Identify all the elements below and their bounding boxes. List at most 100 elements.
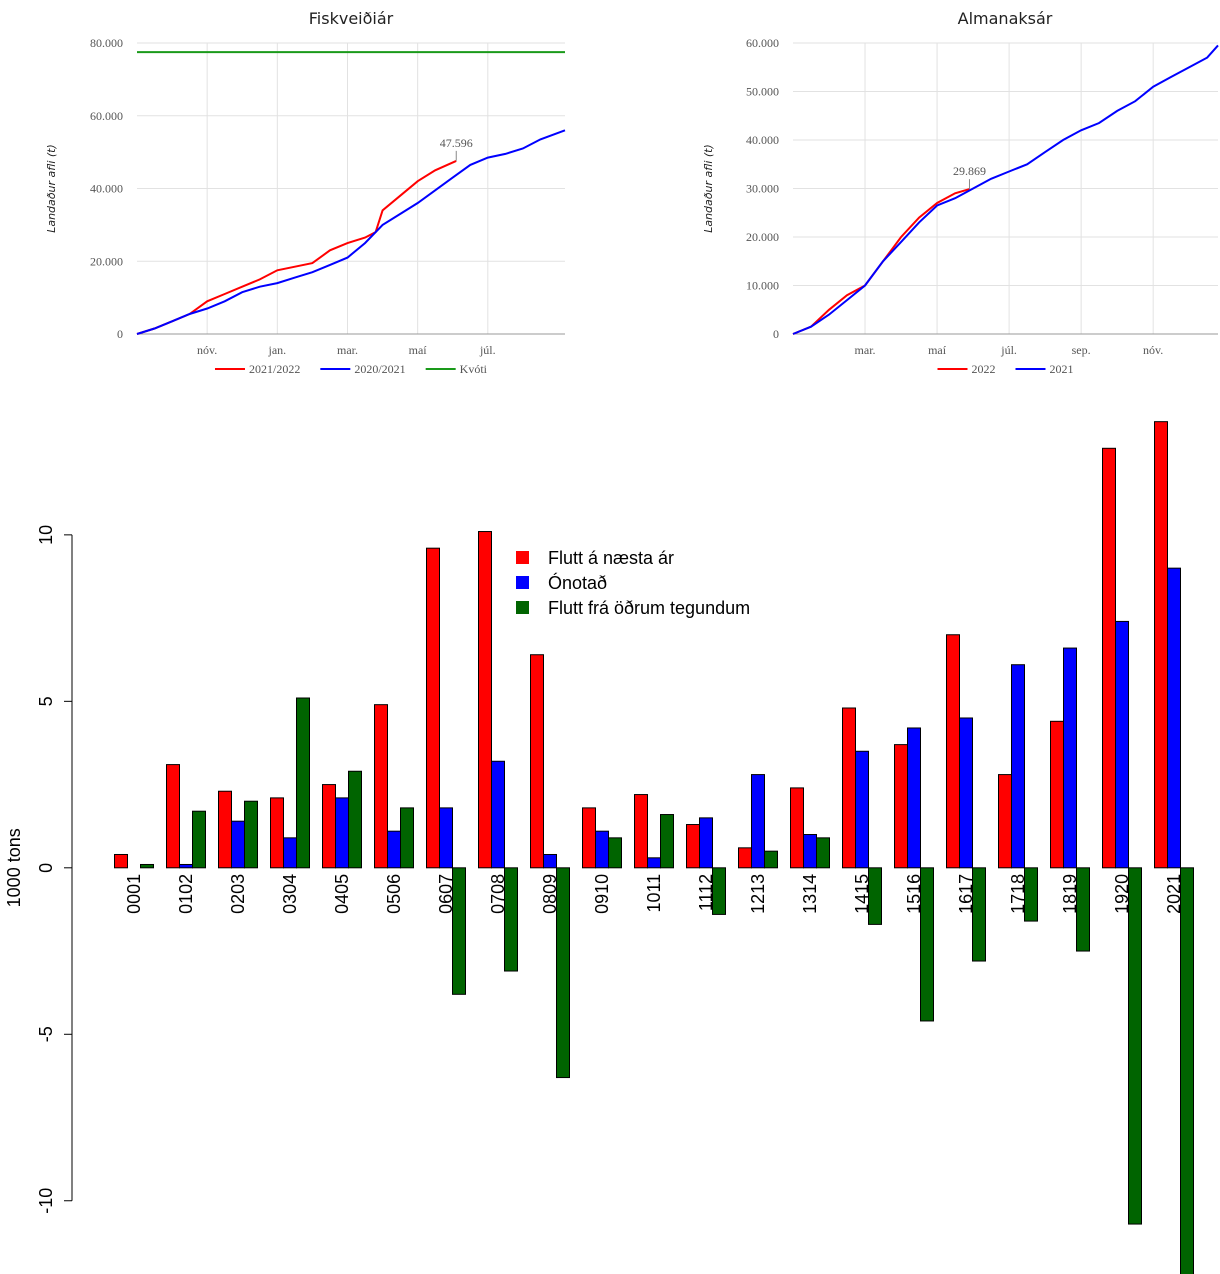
x-tick-label: 2021 xyxy=(1164,874,1184,914)
chart-title: Almanaksár xyxy=(958,9,1053,28)
bar xyxy=(712,867,726,915)
bar xyxy=(855,750,869,869)
bar xyxy=(296,697,310,869)
bar xyxy=(348,770,362,869)
x-tick-label: 0001 xyxy=(124,874,144,914)
bar xyxy=(816,837,830,869)
bar xyxy=(647,857,661,869)
line xyxy=(136,159,457,335)
x-tick-label: 1112 xyxy=(696,874,716,911)
bar xyxy=(1024,867,1038,922)
bar xyxy=(1154,421,1168,869)
bar xyxy=(738,847,752,869)
legend-label: Kvóti xyxy=(460,362,488,376)
x-tick-label: 0102 xyxy=(176,874,196,914)
bar xyxy=(842,707,856,869)
x-tick-label: mar. xyxy=(337,343,358,357)
bar xyxy=(530,654,544,869)
x-tick-label: 0203 xyxy=(228,874,248,914)
bar xyxy=(218,790,232,869)
legend-swatch xyxy=(516,576,529,589)
line xyxy=(792,188,970,335)
y-tick-label: -10 xyxy=(36,1188,56,1214)
bar xyxy=(374,704,388,869)
bar xyxy=(1076,867,1090,952)
bar xyxy=(751,774,765,869)
bar xyxy=(894,744,908,869)
bar xyxy=(400,807,414,869)
x-tick-label: mar. xyxy=(855,343,876,357)
bar xyxy=(1115,620,1129,869)
bar xyxy=(686,824,700,869)
y-tick-label: 40.000 xyxy=(90,182,123,196)
chart-title: Fiskveiðiár xyxy=(309,9,394,28)
bar xyxy=(439,807,453,869)
bar xyxy=(660,814,674,869)
x-tick-label: 0607 xyxy=(436,874,456,914)
bar xyxy=(426,547,440,869)
y-tick-label: 60.000 xyxy=(90,109,123,123)
bar xyxy=(1050,720,1064,869)
bar xyxy=(790,787,804,869)
y-axis-label: Landaður afli (t) xyxy=(702,144,715,233)
bar xyxy=(959,717,973,869)
x-tick-label: 1617 xyxy=(956,874,976,914)
bar xyxy=(1011,664,1025,869)
x-tick-label: 0506 xyxy=(384,874,404,914)
bar xyxy=(543,853,557,869)
y-tick-label: 0 xyxy=(36,863,56,873)
line xyxy=(792,44,1219,335)
bar xyxy=(452,867,466,995)
bar xyxy=(920,867,934,1022)
bar xyxy=(504,867,518,972)
bar xyxy=(868,867,882,925)
bar xyxy=(322,784,336,869)
x-tick-label: 0304 xyxy=(280,874,300,914)
bar xyxy=(998,774,1012,869)
bar xyxy=(946,634,960,869)
bar xyxy=(179,863,193,869)
bar xyxy=(634,794,648,869)
bar xyxy=(556,867,570,1079)
x-tick-label: 0910 xyxy=(592,874,612,914)
bar xyxy=(192,810,206,869)
x-tick-label: 0809 xyxy=(540,874,560,914)
y-tick-label: 50.000 xyxy=(746,85,779,99)
bar xyxy=(283,837,297,869)
x-tick-label: 1213 xyxy=(748,874,768,914)
legend-label: 2020/2021 xyxy=(354,362,405,376)
y-tick-label: 60.000 xyxy=(746,36,779,50)
y-tick-label: 10.000 xyxy=(746,279,779,293)
x-tick-label: 1718 xyxy=(1008,874,1028,914)
bar xyxy=(907,727,921,869)
x-tick-label: júl. xyxy=(1000,343,1017,357)
bar xyxy=(114,853,128,869)
bar xyxy=(231,820,245,869)
x-tick-label: 1314 xyxy=(800,874,820,914)
y-tick-label: 10 xyxy=(36,525,56,545)
x-tick-label: 1819 xyxy=(1060,874,1080,914)
y-tick-label: 20.000 xyxy=(746,230,779,244)
x-tick-label: júl. xyxy=(479,343,496,357)
x-tick-label: maí xyxy=(928,343,947,357)
x-tick-label: 1415 xyxy=(852,874,872,914)
x-tick-label: 0405 xyxy=(332,874,352,914)
bar xyxy=(1063,647,1077,869)
y-tick-label: 20.000 xyxy=(90,254,123,268)
bar xyxy=(1128,867,1142,1225)
bar xyxy=(582,807,596,869)
bar xyxy=(972,867,986,962)
legend-swatch xyxy=(516,601,529,614)
x-tick-label: nóv. xyxy=(1143,343,1163,357)
x-tick-label: 0708 xyxy=(488,874,508,914)
y-axis-label: 1000 tons xyxy=(4,828,24,907)
y-tick-label: 5 xyxy=(36,696,56,706)
x-tick-label: nóv. xyxy=(197,343,217,357)
y-axis-label: Landaður afli (t) xyxy=(45,144,58,233)
x-tick-label: jan. xyxy=(267,343,286,357)
bar xyxy=(387,830,401,869)
legend-label: 2022 xyxy=(972,362,996,376)
bar xyxy=(595,830,609,869)
